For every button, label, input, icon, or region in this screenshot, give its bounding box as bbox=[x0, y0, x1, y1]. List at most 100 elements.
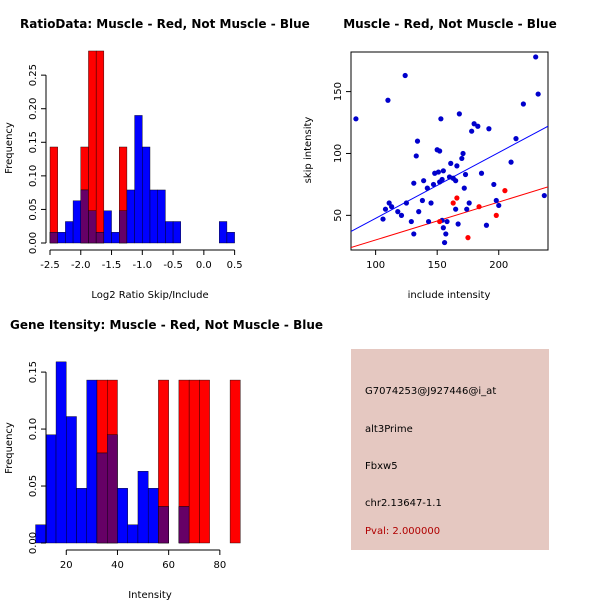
intensity-hist-y-tick-label: 0.15 bbox=[28, 361, 39, 383]
intensity-hist-not-muscle-bar bbox=[55, 361, 67, 544]
scatter-ylabel: skip intensity bbox=[303, 117, 314, 184]
ratio-hist-not-muscle-bar bbox=[219, 221, 228, 244]
ratio-hist-not-muscle-bar bbox=[57, 232, 66, 244]
not-muscle-point bbox=[453, 206, 459, 212]
not-muscle-point bbox=[456, 111, 462, 117]
not-muscle-point bbox=[496, 202, 502, 209]
ratio-hist-not-muscle-bar bbox=[226, 232, 235, 244]
muscle-point bbox=[493, 212, 499, 218]
ratio-hist-x-tick-label: 0.5 bbox=[227, 260, 243, 271]
ratio-hist-not-muscle-bar bbox=[165, 221, 174, 244]
scatter-y-tick-label: 150 bbox=[333, 82, 344, 101]
ratio-hist-y-tick-label: 0.10 bbox=[28, 165, 39, 187]
probe-id: G7074253@J927446@i_at bbox=[365, 386, 497, 397]
intensity-hist-y-tick-label: 0.10 bbox=[28, 418, 39, 440]
not-muscle-point bbox=[491, 181, 497, 188]
intensity-hist-not-muscle-bar bbox=[45, 434, 57, 544]
not-muscle-point bbox=[520, 101, 526, 107]
not-muscle-point bbox=[464, 206, 470, 212]
ratio-hist-title: RatioData: Muscle - Red, Not Muscle - Bl… bbox=[20, 17, 310, 31]
not-muscle-point bbox=[419, 197, 426, 204]
p-value: Pval: 2.000000 bbox=[365, 526, 441, 537]
not-muscle-point bbox=[444, 218, 450, 225]
not-muscle-point bbox=[402, 72, 408, 79]
muscle-point bbox=[502, 188, 508, 194]
not-muscle-point bbox=[389, 204, 395, 210]
not-muscle-point bbox=[395, 209, 401, 215]
not-muscle-point bbox=[435, 169, 442, 175]
scatter-x-tick-label: 100 bbox=[366, 260, 385, 271]
not-muscle-point bbox=[478, 170, 485, 176]
ratio-hist-overlap-bar bbox=[88, 210, 97, 244]
intensity-hist-x-tick-label: 60 bbox=[162, 560, 175, 571]
ratio-hist-x-tick-label: -2.5 bbox=[40, 260, 60, 271]
intensity-hist-not-muscle-bar bbox=[127, 524, 139, 544]
gene-name: Fbxw5 bbox=[365, 461, 398, 472]
ratio-hist-ylabel: Frequency bbox=[4, 122, 15, 174]
info-panel: G7074253@J927446@i_at alt3Prime Fbxw5 ch… bbox=[351, 349, 549, 550]
intensity-hist-not-muscle-bar bbox=[147, 488, 159, 544]
not-muscle-point bbox=[459, 155, 465, 162]
ratio-hist-not-muscle-bar bbox=[149, 189, 158, 244]
intensity-hist-xlabel: Intensity bbox=[128, 590, 172, 600]
not-muscle-point bbox=[441, 239, 448, 246]
ratio-hist-overlap-bar bbox=[49, 232, 58, 244]
not-muscle-point bbox=[430, 181, 437, 188]
not-muscle-point bbox=[411, 231, 417, 237]
not-muscle-point bbox=[438, 116, 444, 122]
ratio-hist-not-muscle-bar bbox=[172, 221, 181, 244]
intensity-hist-muscle-bar bbox=[188, 379, 200, 544]
intensity-hist-x-tick-label: 80 bbox=[213, 560, 226, 571]
intensity-hist-not-muscle-bar bbox=[137, 471, 149, 544]
not-muscle-point bbox=[385, 97, 391, 103]
ratio-hist-y-tick-label: 0.20 bbox=[28, 98, 39, 120]
not-muscle-point bbox=[513, 136, 519, 142]
not-muscle-point bbox=[443, 231, 449, 237]
intensity-hist-not-muscle-bar bbox=[117, 488, 128, 544]
not-muscle-point bbox=[533, 54, 539, 60]
not-muscle-point bbox=[421, 178, 427, 184]
muscle-point bbox=[476, 204, 482, 210]
ratio-hist-y-tick-label: 0.05 bbox=[28, 198, 39, 220]
not-muscle-point bbox=[448, 160, 454, 166]
not-muscle-point bbox=[411, 180, 417, 186]
not-muscle-point bbox=[408, 218, 414, 225]
intensity-hist-not-muscle-bar bbox=[66, 416, 77, 544]
ratio-hist-y-tick-label: 0.25 bbox=[28, 64, 39, 86]
not-muscle-point bbox=[486, 126, 492, 132]
muscle-point bbox=[454, 195, 460, 201]
not-muscle-point bbox=[416, 209, 422, 215]
not-muscle-point bbox=[541, 192, 547, 199]
scatter-title: Muscle - Red, Not Muscle - Blue bbox=[343, 17, 557, 31]
not-muscle-point bbox=[413, 153, 419, 159]
intensity-hist-muscle-bar bbox=[199, 379, 210, 544]
intensity-hist-overlap-bar bbox=[96, 452, 108, 544]
intensity-hist-not-muscle-bar bbox=[76, 488, 87, 544]
not-muscle-point bbox=[398, 212, 405, 218]
ratio-hist-x-tick-label: -1.0 bbox=[133, 260, 153, 271]
not-muscle-point bbox=[469, 128, 475, 134]
intensity-hist-y-tick-label: 0.00 bbox=[28, 532, 39, 554]
chromosome-location: chr2.13647-1.1 bbox=[365, 498, 442, 509]
ratio-hist-not-muscle-bar bbox=[72, 200, 81, 244]
intensity-hist-overlap-bar bbox=[107, 434, 118, 544]
ratio-hist-not-muscle-bar bbox=[126, 189, 135, 244]
not-muscle-point bbox=[475, 123, 481, 129]
ratio-hist-x-tick-label: 0.0 bbox=[196, 260, 212, 271]
ratio-hist-not-muscle-bar bbox=[103, 210, 112, 244]
ratio-hist-not-muscle-bar bbox=[111, 232, 120, 244]
not-muscle-point bbox=[466, 200, 472, 206]
ratio-hist-y-tick-label: 0.00 bbox=[28, 232, 39, 254]
ratio-hist-not-muscle-bar bbox=[142, 146, 151, 244]
ratio-hist-overlap-bar bbox=[95, 232, 105, 244]
intensity-hist-overlap-bar bbox=[158, 506, 169, 544]
scatter-plot-frame bbox=[350, 51, 549, 251]
ratio-hist-xlabel: Log2 Ratio Skip/Include bbox=[91, 290, 208, 301]
ratio-hist-overlap-bar bbox=[119, 210, 128, 244]
not-muscle-point bbox=[353, 116, 359, 122]
not-muscle-point bbox=[425, 218, 432, 225]
not-muscle-point bbox=[386, 200, 392, 206]
not-muscle-point bbox=[453, 178, 459, 184]
not-muscle-point bbox=[508, 159, 514, 165]
